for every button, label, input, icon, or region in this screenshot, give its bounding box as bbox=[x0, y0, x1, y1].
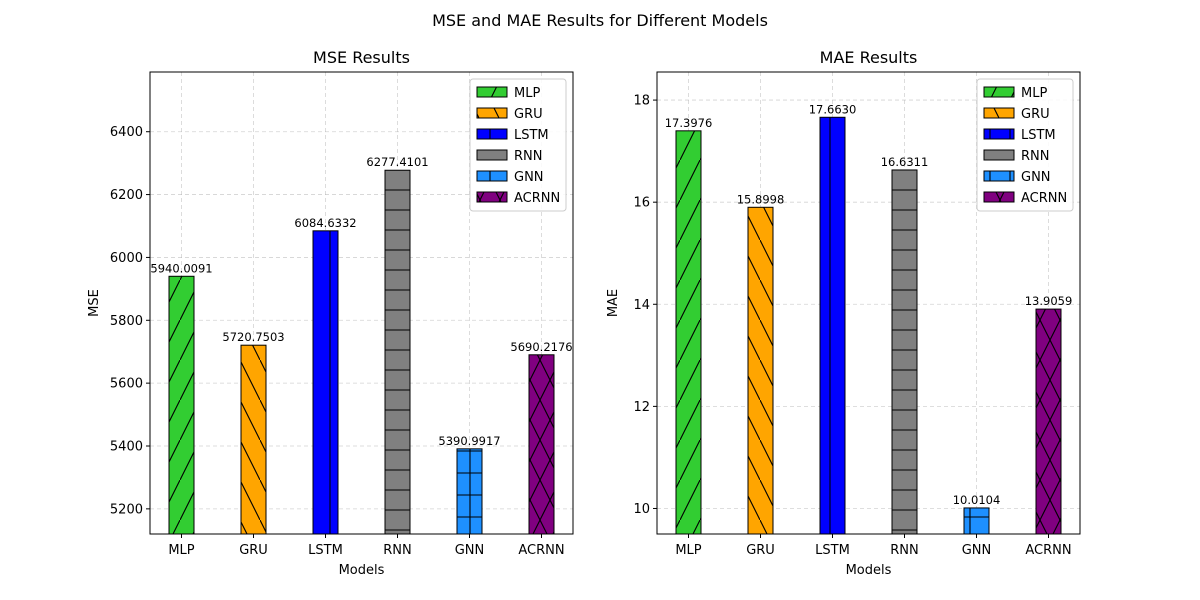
y-tick-label: 5400 bbox=[110, 440, 143, 455]
value-label-mlp: 5940.0091 bbox=[150, 261, 212, 275]
bar-acrnn bbox=[1035, 308, 1062, 535]
value-label-rnn: 6277.4101 bbox=[366, 155, 428, 169]
x-axis-label: Models bbox=[846, 563, 892, 578]
bar-gnn bbox=[456, 448, 483, 535]
bar-rnn bbox=[384, 169, 411, 535]
bar-lstm bbox=[312, 230, 339, 535]
mse-chart: MSE Results 5940.0091 5720.7503 6084.6332 62… bbox=[87, 48, 574, 578]
y-axis-label: MSE bbox=[87, 289, 102, 317]
legend: MLP GRU LSTM RNN GNN ACRNN bbox=[976, 78, 1074, 212]
y-tick-label: 12 bbox=[633, 400, 650, 415]
value-label-acrnn: 13.9059 bbox=[1025, 294, 1073, 308]
x-tick-label: RNN bbox=[890, 543, 918, 558]
y-tick-label: 5800 bbox=[110, 314, 143, 329]
x-tick-label: RNN bbox=[383, 543, 411, 558]
legend-swatch-mlp bbox=[983, 86, 1015, 98]
legend-swatch-acrnn bbox=[476, 191, 508, 203]
legend-label-gnn: GNN bbox=[514, 170, 544, 185]
y-tick-label: 6400 bbox=[110, 125, 143, 140]
legend-label-mlp: MLP bbox=[514, 86, 540, 101]
axes-frame bbox=[656, 71, 1081, 535]
bar-mlp bbox=[168, 275, 195, 535]
value-label-acrnn: 5690.2176 bbox=[510, 340, 572, 354]
x-tick-label: MLP bbox=[168, 543, 194, 558]
value-label-mlp: 17.3976 bbox=[665, 116, 713, 130]
legend-swatch-gru bbox=[983, 107, 1015, 119]
value-label-gru: 5720.7503 bbox=[222, 330, 284, 344]
legend-label-mlp: MLP bbox=[1021, 86, 1047, 101]
bar-gru bbox=[240, 344, 267, 535]
x-tick-label: GRU bbox=[746, 543, 775, 558]
y-tick-label: 10 bbox=[633, 502, 650, 517]
y-axis-label: MAE bbox=[606, 289, 621, 317]
y-tick-label: 5200 bbox=[110, 502, 143, 517]
x-tick-label: GRU bbox=[239, 543, 268, 558]
legend: MLP GRU LSTM RNN GNN ACRNN bbox=[469, 78, 567, 212]
bar-gnn bbox=[963, 507, 990, 535]
x-tick-label: LSTM bbox=[308, 543, 343, 558]
legend-swatch-lstm bbox=[476, 128, 508, 140]
value-label-gnn: 10.0104 bbox=[953, 493, 1001, 507]
axes-frame bbox=[149, 71, 574, 535]
legend-swatch-gnn bbox=[476, 170, 508, 182]
figure-suptitle: MSE and MAE Results for Different Models bbox=[432, 11, 768, 30]
chart-title: MSE Results bbox=[313, 48, 410, 67]
x-tick-label: LSTM bbox=[815, 543, 850, 558]
y-tick-label: 16 bbox=[633, 196, 650, 211]
value-label-gru: 15.8998 bbox=[737, 192, 785, 206]
x-tick-label: MLP bbox=[675, 543, 701, 558]
legend-label-rnn: RNN bbox=[1021, 149, 1049, 164]
x-tick-label: ACRNN bbox=[1025, 543, 1071, 558]
bar-lstm bbox=[819, 116, 846, 535]
y-tick-label: 6000 bbox=[110, 251, 143, 266]
legend-label-gru: GRU bbox=[1021, 107, 1050, 122]
x-tick-label: GNN bbox=[962, 543, 992, 558]
legend-swatch-rnn bbox=[983, 149, 1015, 161]
legend-swatch-gru bbox=[476, 107, 508, 119]
x-tick-label: ACRNN bbox=[518, 543, 564, 558]
y-tick-label: 6200 bbox=[110, 188, 143, 203]
legend-swatch-gnn bbox=[983, 170, 1015, 182]
legend-label-acrnn: ACRNN bbox=[514, 191, 560, 206]
legend-swatch-lstm bbox=[983, 128, 1015, 140]
bar-rnn bbox=[891, 169, 918, 535]
value-label-lstm: 6084.6332 bbox=[294, 216, 356, 230]
mae-chart: MAE Results 17.3976 15.8998 17.6630 16.6311 1… bbox=[606, 48, 1081, 578]
legend-label-lstm: LSTM bbox=[514, 128, 549, 143]
value-label-lstm: 17.6630 bbox=[809, 102, 857, 116]
legend-swatch-mlp bbox=[476, 86, 508, 98]
legend-label-rnn: RNN bbox=[514, 149, 542, 164]
x-tick-label: GNN bbox=[455, 543, 485, 558]
y-tick-label: 14 bbox=[633, 298, 650, 313]
value-label-rnn: 16.6311 bbox=[881, 155, 929, 169]
y-tick-label: 18 bbox=[633, 94, 650, 109]
legend-label-gnn: GNN bbox=[1021, 170, 1051, 185]
legend-label-acrnn: ACRNN bbox=[1021, 191, 1067, 206]
y-tick-label: 5600 bbox=[110, 377, 143, 392]
legend-swatch-rnn bbox=[476, 149, 508, 161]
x-axis-label: Models bbox=[339, 563, 385, 578]
bar-gru bbox=[747, 206, 774, 535]
legend-swatch-acrnn bbox=[983, 191, 1015, 203]
chart-title: MAE Results bbox=[820, 48, 918, 67]
bar-mlp bbox=[675, 130, 702, 535]
legend-label-lstm: LSTM bbox=[1021, 128, 1056, 143]
legend-label-gru: GRU bbox=[514, 107, 543, 122]
bar-acrnn bbox=[528, 354, 555, 535]
value-label-gnn: 5390.9917 bbox=[438, 434, 500, 448]
